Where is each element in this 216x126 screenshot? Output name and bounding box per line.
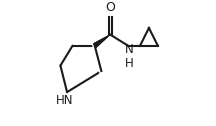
Text: N
H: N H [125,43,133,70]
Polygon shape [93,35,110,48]
Text: HN: HN [56,94,74,107]
Text: O: O [105,1,115,14]
